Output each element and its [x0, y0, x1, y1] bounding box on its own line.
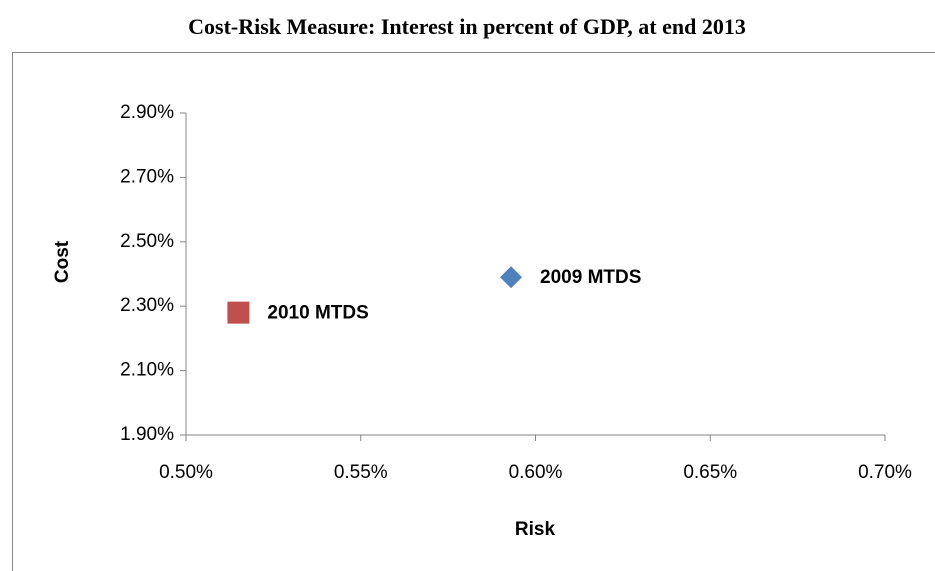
x-tick-label: 0.50%	[159, 462, 213, 483]
point-label: 2009 MTDS	[540, 267, 641, 288]
x-tick-label: 0.70%	[858, 462, 912, 483]
chart-border	[12, 52, 935, 571]
y-tick-label: 2.70%	[120, 166, 174, 187]
y-tick-label: 2.90%	[120, 102, 174, 123]
y-axis-title: Cost	[52, 240, 73, 283]
point	[227, 301, 250, 324]
x-tick-label: 0.65%	[683, 462, 737, 483]
x-axis-title: Risk	[515, 519, 556, 540]
x-tick-label: 0.60%	[509, 462, 563, 483]
chart-title: Cost-Risk Measure: Interest in percent o…	[188, 14, 746, 39]
y-tick-label: 2.30%	[120, 295, 174, 316]
point	[500, 266, 523, 289]
y-tick-label: 2.10%	[120, 360, 174, 381]
y-tick-label: 1.90%	[120, 424, 174, 445]
point-label: 2010 MTDS	[267, 303, 368, 324]
x-tick-label: 0.55%	[334, 462, 388, 483]
y-tick-label: 2.50%	[120, 231, 174, 252]
